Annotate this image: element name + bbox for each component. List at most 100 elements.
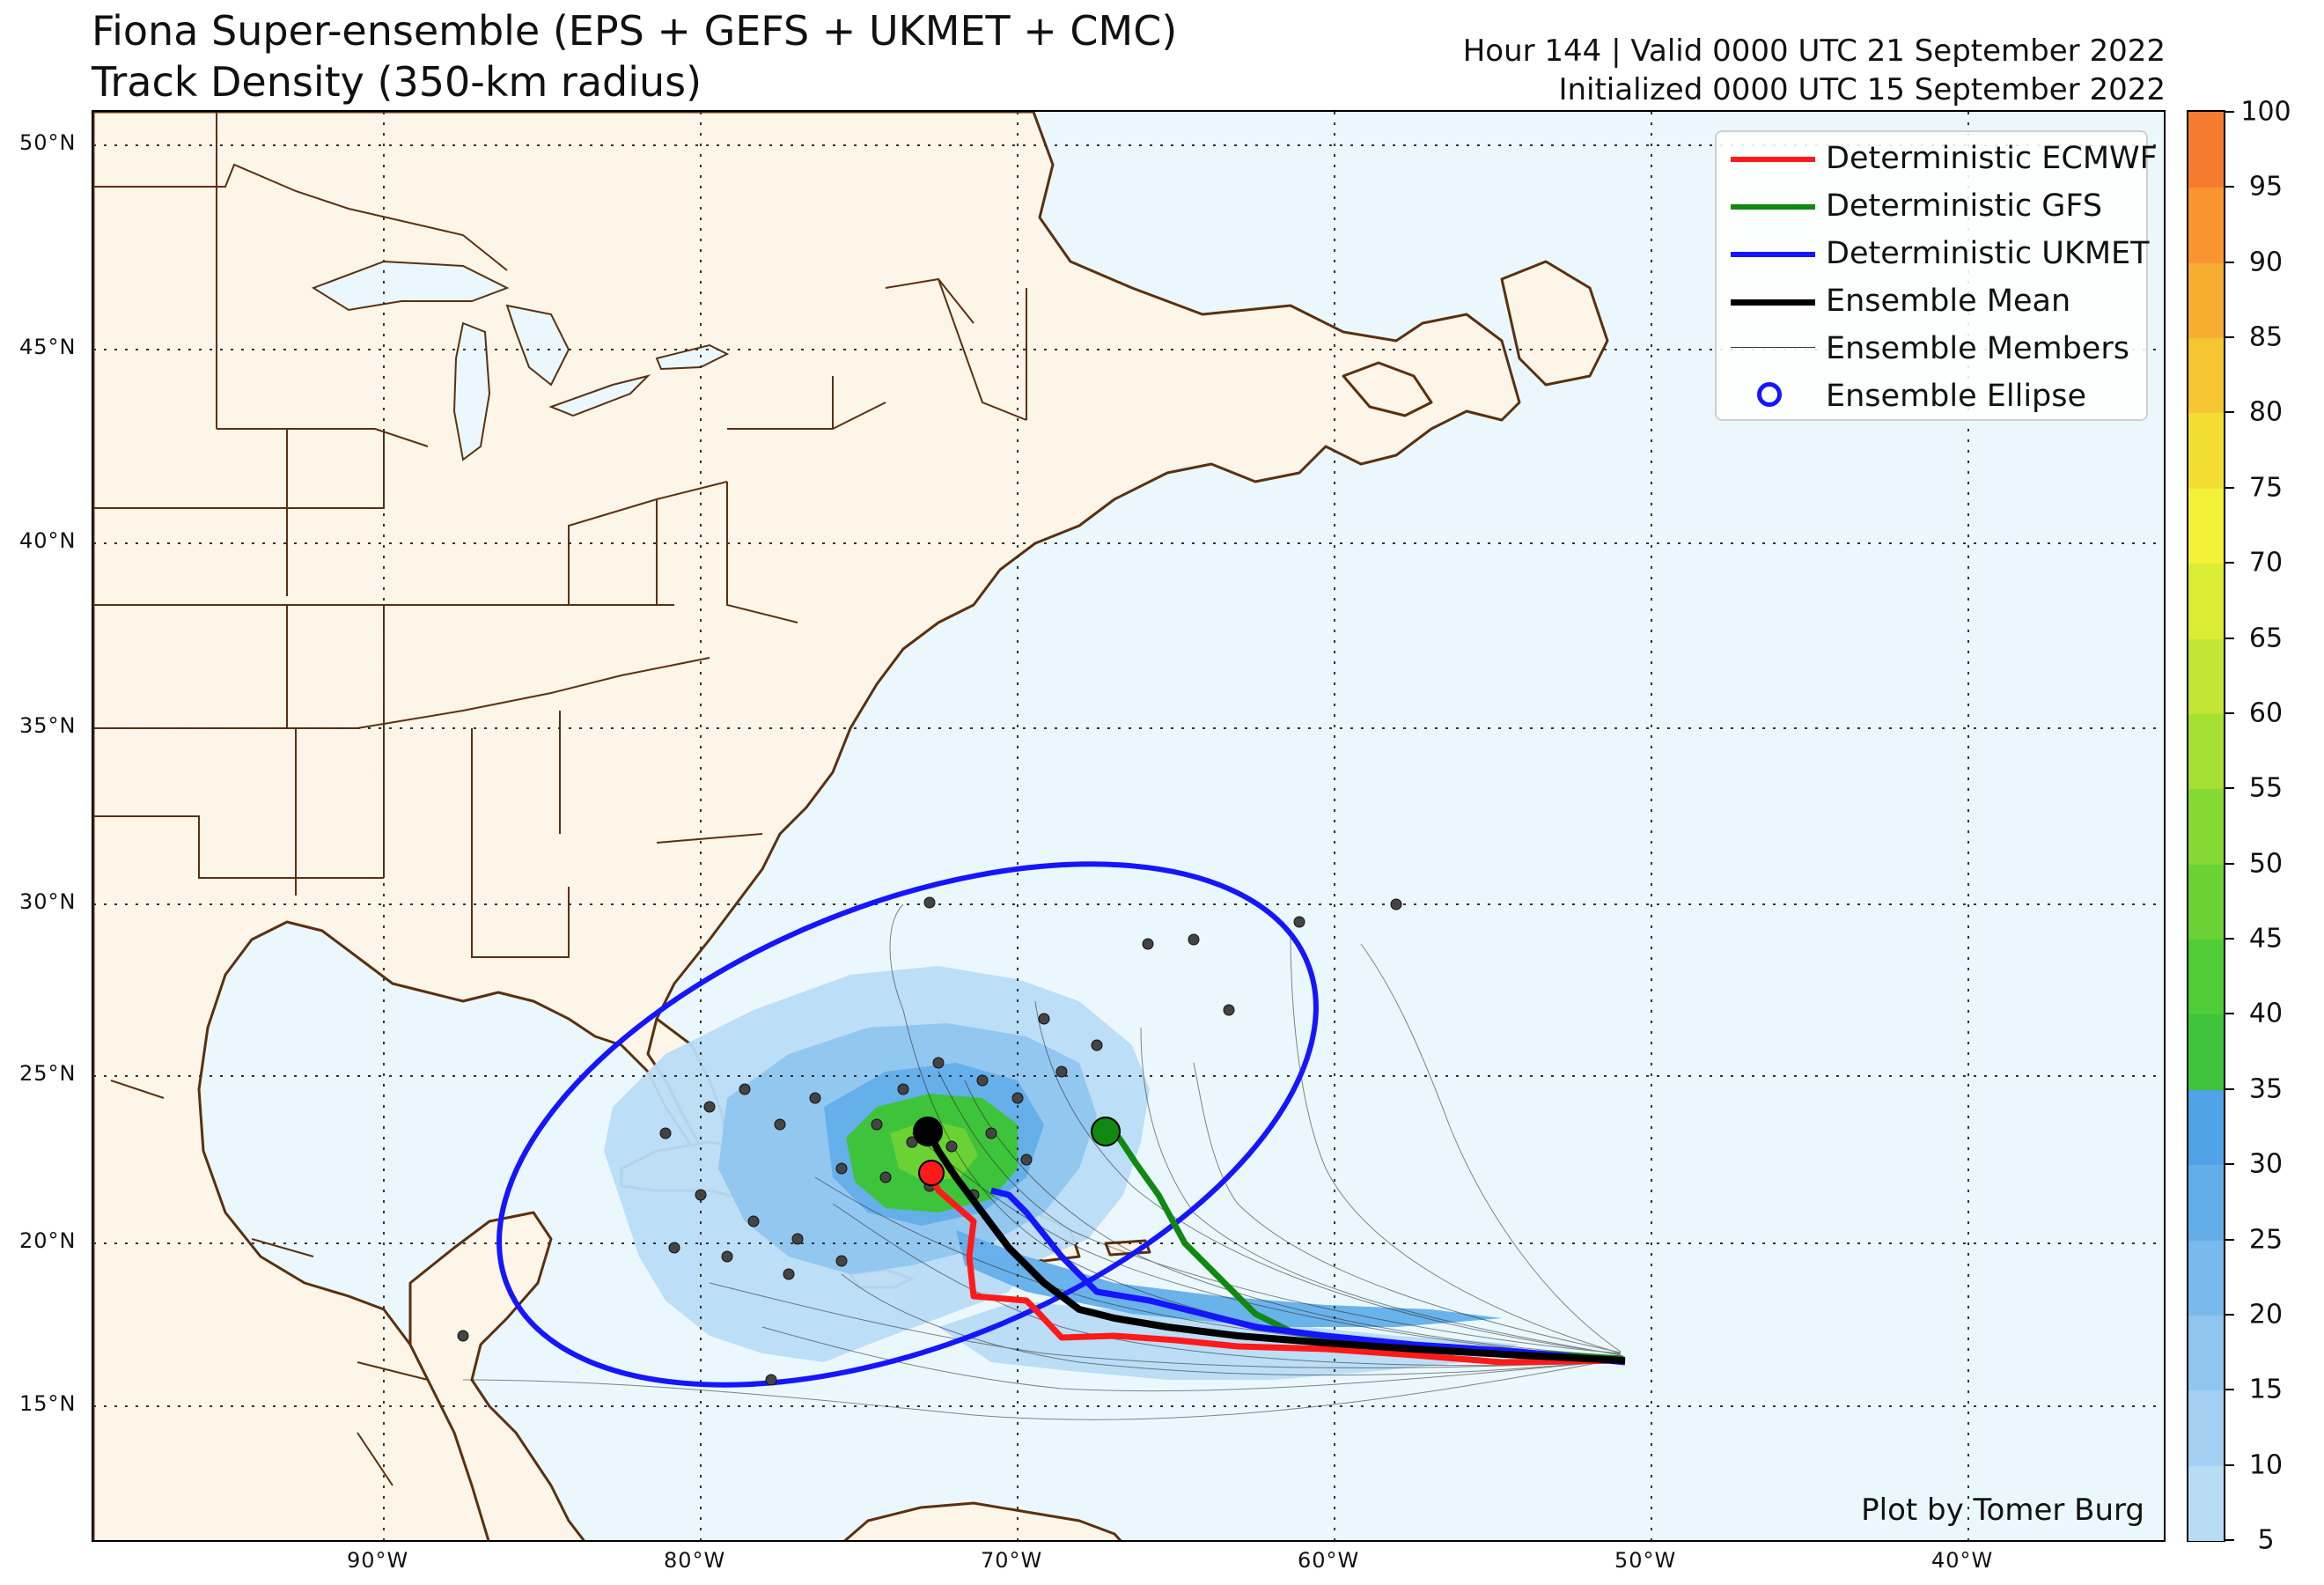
colorbar-tick-label: 85 <box>2248 321 2284 353</box>
lat-label-35n: 35°N <box>19 713 77 738</box>
colorbar-tick-label: 55 <box>2248 772 2284 804</box>
lon-label-50w: 50°W <box>1614 1548 1677 1573</box>
great-lakes <box>311 260 730 461</box>
colorbar-segment <box>2188 712 2224 790</box>
legend-swatch-ensemble-mean <box>1731 299 1815 306</box>
colorbar-tick <box>2225 411 2234 414</box>
colorbar-tick-label: 35 <box>2248 1073 2284 1105</box>
colorbar-tick-label: 25 <box>2248 1224 2284 1256</box>
colorbar-tick-label: 10 <box>2248 1449 2284 1481</box>
legend-item-ensemble-mean: Ensemble Mean <box>1717 278 2146 324</box>
lat-label-45n: 45°N <box>19 335 77 359</box>
newfoundland-land <box>1500 260 1609 387</box>
colorbar-tick-label: 95 <box>2248 171 2284 203</box>
lat-label-15n: 15°N <box>19 1391 77 1416</box>
lat-label-20n: 20°N <box>19 1228 77 1253</box>
colorbar-tick <box>2225 186 2234 188</box>
nova-scotia-land <box>1342 361 1433 417</box>
colorbar-tick <box>2225 938 2234 940</box>
legend-label-ecmwf: Deterministic ECMWF <box>1826 141 2158 176</box>
legend-swatch-gfs <box>1731 204 1815 210</box>
legend-label-ukmet: Deterministic UKMET <box>1826 236 2150 271</box>
lake-michigan <box>452 321 491 461</box>
colorbar-tick-label: 60 <box>2248 697 2284 729</box>
political-borders <box>93 112 1027 1486</box>
legend-ellipse-circle-icon <box>1757 382 1782 407</box>
legend-item-ecmwf: Deterministic ECMWF <box>1717 136 2158 181</box>
lat-label-30n: 30°N <box>19 889 77 914</box>
colorbar-tick <box>2225 1389 2234 1391</box>
colorbar-tick-label: 100 <box>2240 96 2291 128</box>
lon-label-40w: 40°W <box>1931 1548 1994 1573</box>
legend-item-ensemble-members: Ensemble Members <box>1717 326 2146 372</box>
legend-item-gfs: Deterministic GFS <box>1717 183 2146 229</box>
initialized-text: Initialized 0000 UTC 15 September 2022 <box>1558 72 2166 107</box>
gfs-endpoint-marker <box>1091 1117 1121 1146</box>
lake-erie <box>548 374 651 417</box>
lon-label-90w: 90°W <box>347 1548 409 1573</box>
colorbar-segment <box>2188 563 2224 639</box>
graticule <box>93 112 2164 1540</box>
lake-superior <box>311 260 510 312</box>
colorbar-tick-label: 50 <box>2248 848 2284 880</box>
ecmwf-endpoint-marker <box>918 1160 945 1186</box>
colorbar-tick <box>2225 637 2234 639</box>
title-line-2: Track Density (350-km radius) <box>92 58 702 106</box>
plot-credit: Plot by Tomer Burg <box>1861 1493 2144 1528</box>
lat-label-50n: 50°N <box>19 130 77 155</box>
colorbar-tick-label: 20 <box>2248 1299 2284 1331</box>
lat-label-40n: 40°N <box>19 528 77 553</box>
lon-label-70w: 70°W <box>981 1548 1043 1573</box>
colorbar-segment <box>2188 1088 2224 1166</box>
hour-valid-text: Hour 144 | Valid 0000 UTC 21 September 2… <box>1462 33 2166 69</box>
legend-label-ensemble-ellipse: Ensemble Ellipse <box>1826 379 2087 414</box>
ensemble-mean-endpoint-marker <box>913 1117 943 1146</box>
legend-swatch-ecmwf <box>1731 157 1815 162</box>
colorbar-tick <box>2225 336 2234 339</box>
ensemble-mean-track <box>926 1132 1626 1364</box>
legend-label-gfs: Deterministic GFS <box>1826 188 2103 224</box>
colorbar <box>2187 110 2225 1542</box>
ukmet-track <box>990 1187 1626 1366</box>
colorbar-segment <box>2188 1390 2224 1466</box>
legend-swatch-ensemble-members <box>1731 347 1815 348</box>
legend-swatch-ukmet <box>1731 252 1815 257</box>
colorbar-tick <box>2225 1539 2234 1541</box>
colorbar-segment <box>2188 412 2224 489</box>
colorbar-tick <box>2225 1313 2234 1316</box>
lat-label-25n: 25°N <box>19 1061 77 1086</box>
colorbar-tick <box>2225 1013 2234 1015</box>
colorbar-tick-label: 75 <box>2248 472 2284 504</box>
colorbar-tick-label: 45 <box>2248 923 2284 955</box>
colorbar-tick-label: 70 <box>2248 547 2284 579</box>
colorbar-segment <box>2188 1464 2224 1541</box>
colorbar-segment <box>2188 1239 2224 1316</box>
colorbar-tick-label: 15 <box>2248 1374 2284 1405</box>
colorbar-tick <box>2225 486 2234 489</box>
title-line-1: Fiona Super-ensemble (EPS + GEFS + UKMET… <box>92 7 1178 55</box>
legend-item-ukmet: Deterministic UKMET <box>1717 231 2150 276</box>
colorbar-segment <box>2188 1314 2224 1391</box>
colorbar-tick <box>2225 1163 2234 1166</box>
legend-label-ensemble-members: Ensemble Members <box>1826 331 2129 366</box>
colorbar-segment <box>2188 939 2224 1015</box>
lake-huron <box>505 304 570 387</box>
ensemble-ellipse <box>496 861 1319 1388</box>
map-legend: Deterministic ECMWF Deterministic GFS De… <box>1715 130 2158 421</box>
map-svg <box>93 112 2164 1540</box>
lon-label-80w: 80°W <box>664 1548 726 1573</box>
legend-item-ensemble-ellipse: Ensemble Ellipse <box>1717 373 2146 419</box>
colorbar-tick <box>2225 711 2234 714</box>
legend-label-ensemble-mean: Ensemble Mean <box>1826 284 2071 319</box>
colorbar-tick-label: 90 <box>2248 247 2284 278</box>
colorbar-segment <box>2188 337 2224 414</box>
lake-ontario <box>655 343 730 371</box>
south-america-land <box>843 1501 1122 1540</box>
colorbar-tick-label: 40 <box>2248 998 2284 1029</box>
colorbar-tick <box>2225 562 2234 564</box>
north-america-land <box>93 112 1521 1540</box>
map-title: Fiona Super-ensemble (EPS + GEFS + UKMET… <box>92 5 1177 107</box>
colorbar-segment <box>2188 638 2224 714</box>
colorbar-tick <box>2225 1463 2234 1466</box>
colorbar-segment <box>2188 788 2224 865</box>
